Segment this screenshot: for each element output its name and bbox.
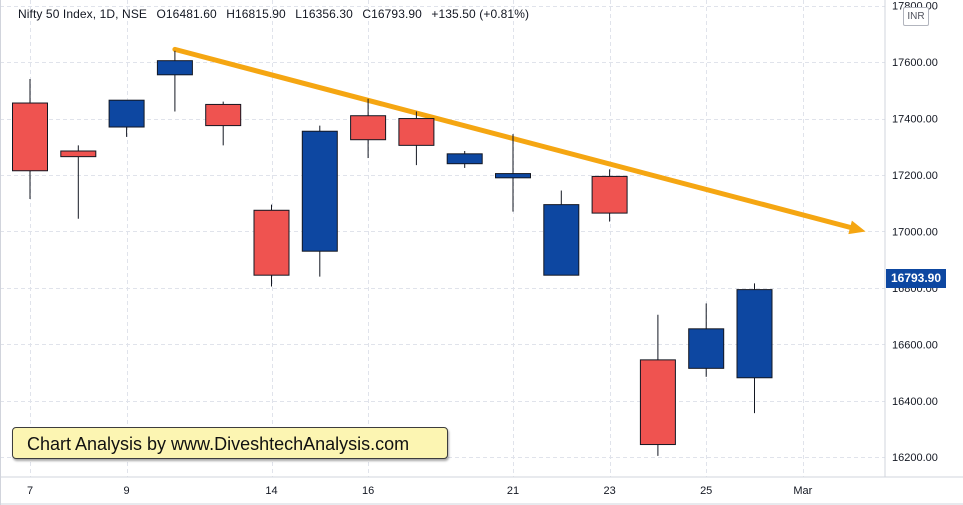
candle: [60, 145, 97, 219]
x-tick-label: Mar: [793, 485, 812, 497]
candle: [639, 314, 676, 456]
y-tick-label: 17200.00: [892, 170, 938, 182]
x-tick-label: 23: [603, 485, 615, 497]
candle-body: [495, 173, 531, 179]
grid-lines: [0, 0, 885, 477]
y-tick-label: 17600.00: [892, 57, 938, 69]
candle-body: [736, 289, 773, 379]
currency-button[interactable]: INR: [903, 7, 929, 26]
open-value: O16481.60: [156, 7, 217, 21]
x-tick-label: 9: [124, 485, 130, 497]
candle-body: [350, 115, 387, 141]
x-tick-label: 16: [362, 485, 374, 497]
candle: [591, 169, 628, 222]
candle: [688, 303, 725, 377]
high-value: H16815.90: [226, 7, 286, 21]
candle: [543, 190, 580, 276]
close-value: C16793.90: [362, 7, 422, 21]
candle-body: [398, 118, 435, 146]
low-value: L16356.30: [295, 7, 353, 21]
y-tick-label: 16200.00: [892, 452, 938, 464]
y-tick-label: 16400.00: [892, 396, 938, 408]
candle-body: [253, 209, 290, 276]
y-tick-label: 17000.00: [892, 226, 938, 238]
legend-header: Nifty 50 Index, 1D, NSE O16481.60 H16815…: [18, 7, 535, 21]
candles: [12, 50, 773, 456]
candle-body: [446, 153, 483, 165]
price-axis[interactable]: 16200.0016400.0016600.0016800.0017000.00…: [892, 1, 938, 465]
candle: [156, 50, 193, 112]
candle: [301, 125, 338, 277]
candle: [12, 79, 48, 199]
candle-body: [156, 60, 193, 76]
candle: [253, 204, 290, 287]
time-axis[interactable]: 7 9 14 16 21 23 25 Mar: [27, 485, 813, 497]
x-tick-label: 7: [27, 485, 33, 497]
x-tick-label: 25: [700, 485, 712, 497]
x-tick-label: 21: [507, 485, 519, 497]
arrow-head: [848, 220, 866, 235]
candle: [108, 99, 145, 137]
candle: [495, 134, 531, 212]
candle-body: [301, 130, 338, 252]
candle-body: [60, 150, 97, 158]
candle: [736, 283, 773, 414]
candle: [350, 98, 387, 159]
candle: [446, 151, 483, 168]
candle-body: [591, 175, 628, 214]
last-price-label: 16793.90: [886, 269, 946, 288]
x-tick-label: 14: [265, 485, 277, 497]
y-tick-label: 17400.00: [892, 114, 938, 126]
candle-body: [688, 328, 725, 369]
candle-body: [543, 204, 580, 276]
candle-body: [639, 359, 676, 446]
candle: [398, 111, 435, 166]
candle-body: [108, 99, 145, 128]
y-tick-label: 16600.00: [892, 339, 938, 351]
trend-arrow: [172, 46, 866, 235]
candle-body: [205, 103, 242, 127]
candle: [205, 101, 242, 146]
change-value: +135.50 (+0.81%): [431, 7, 530, 21]
candle-body: [12, 102, 48, 172]
symbol-label[interactable]: Nifty 50 Index, 1D, NSE: [18, 7, 148, 21]
watermark-banner: Chart Analysis by www.DiveshtechAnalysis…: [12, 427, 448, 459]
